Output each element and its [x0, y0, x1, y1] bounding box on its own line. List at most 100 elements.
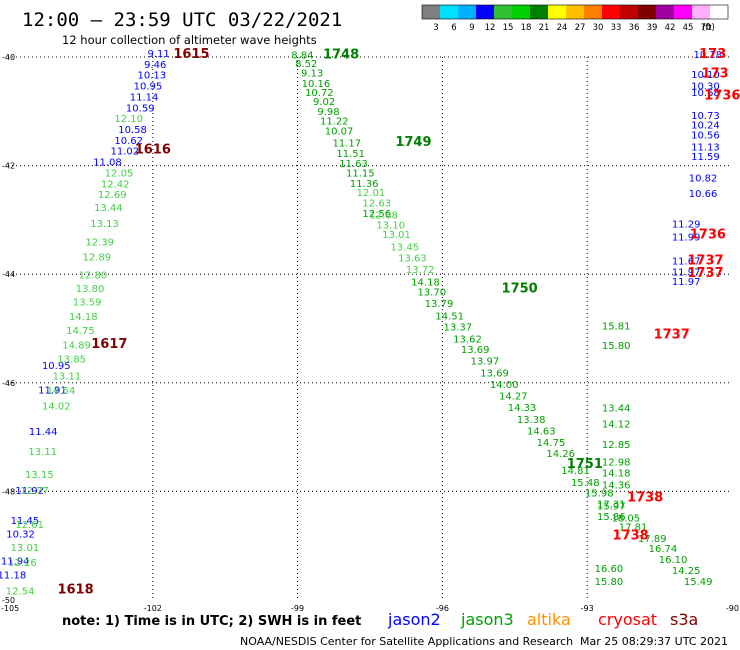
wave-height-point: 11.67 [672, 256, 701, 267]
wave-height-point: 14.26 [546, 449, 575, 460]
wave-height-point: 14.51 [435, 311, 464, 322]
wave-height-point: 11.99 [672, 233, 701, 244]
wave-height-point: 13.10 [376, 221, 405, 232]
time-label: 1750 [502, 282, 538, 297]
color-swatch [422, 5, 440, 19]
wave-height-point: 13.01 [382, 230, 411, 241]
wave-height-point: 14.33 [508, 403, 537, 414]
wave-height-point: 11.17 [333, 139, 362, 150]
wave-height-point: 10.68 [691, 88, 720, 99]
time-label: 1618 [57, 582, 93, 597]
time-label: 1736 [704, 88, 740, 103]
wave-height-point: 10.24 [691, 121, 720, 132]
wave-height-point: 12.54 [6, 587, 35, 598]
wave-height-point: 10.82 [689, 173, 718, 184]
wave-height-point: 13.01 [11, 543, 40, 554]
wave-height-point: 10.58 [118, 125, 147, 136]
wave-height-point: 10.62 [114, 136, 143, 147]
x-tick-label: -93 [581, 604, 594, 613]
color-swatch [638, 5, 656, 19]
satellite-legend: jason2 jason3 altika cryosat s3a [387, 610, 698, 629]
wave-height-point: 12.39 [85, 237, 114, 248]
color-swatch [458, 5, 476, 19]
wave-height-point: 13.80 [76, 284, 105, 295]
wave-height-point: 14.18 [411, 278, 440, 289]
wave-height-point: 13.11 [28, 447, 57, 458]
legend-jason3: jason3 [460, 610, 514, 629]
wave-height-point: 11.15 [346, 168, 375, 179]
wave-height-point: 8.52 [295, 59, 317, 70]
x-tick-label: -96 [436, 604, 449, 613]
wave-height-point: 9.02 [313, 97, 335, 108]
color-scale-label: 15 [503, 23, 514, 33]
wave-height-point: 14.54 [47, 386, 76, 397]
wave-height-point: 11.94 [1, 557, 30, 568]
wave-height-point: 11.22 [320, 116, 349, 127]
wave-height-point: 13.37 [444, 323, 473, 334]
wave-height-point: 14.18 [69, 312, 98, 323]
color-scale-label: 3 [433, 23, 438, 33]
wave-height-point: 15.81 [602, 322, 631, 333]
color-scale: 3 6 9 12 15 18 21 24 27 30 33 36 39 42 45 70(ft) [421, 4, 729, 33]
wave-height-point: 16.10 [659, 555, 688, 566]
wave-height-point: 10.18 [694, 50, 723, 61]
wave-height-point: 10.59 [126, 103, 155, 114]
wave-height-point: 13.63 [398, 254, 427, 265]
wave-height-point: 12.63 [362, 198, 391, 209]
time-label: 1751 [567, 457, 603, 472]
y-tick-label: -48 [2, 487, 15, 496]
color-scale-label: 45 [683, 23, 694, 33]
color-scale-label: 9 [469, 23, 474, 33]
wave-height-point: 13.15 [25, 470, 54, 481]
color-scale-label: 36 [629, 23, 640, 33]
wave-height-point: 14.75 [66, 326, 95, 337]
wave-height-point: 11.91 [38, 386, 67, 397]
wave-height-point: 12.98 [602, 457, 631, 468]
time-label: 1738 [627, 491, 663, 506]
wave-height-point: 10.16 [302, 79, 331, 90]
wave-height-point: 11.13 [691, 142, 720, 153]
color-scale-label: 33 [611, 23, 622, 33]
wave-height-point: 11.45 [11, 516, 40, 527]
wave-height-point: 12.85 [602, 440, 631, 451]
wave-height-point: 15.98 [585, 488, 614, 499]
wave-height-point: 10.73 [691, 111, 720, 122]
color-swatch [710, 5, 728, 19]
color-swatch [566, 5, 584, 19]
color-scale-label: 24 [557, 23, 568, 33]
legend-cryosat: cryosat [598, 610, 657, 629]
color-scale-label: 27 [575, 23, 586, 33]
y-tick-label: -42 [2, 162, 15, 171]
time-label: 173 [699, 47, 726, 62]
wave-height-point: 12.80 [79, 271, 108, 282]
color-swatch [620, 5, 638, 19]
chart-subtitle: 12 hour collection of altimeter wave hei… [62, 33, 317, 47]
wave-height-point: 10.10 [691, 70, 720, 81]
time-label: 1737 [687, 253, 723, 268]
wave-height-point: 11.02 [110, 147, 139, 158]
wave-height-point: 15.49 [684, 577, 713, 588]
wave-height-point: 11.59 [691, 152, 720, 163]
wave-height-point: 13.59 [73, 298, 102, 309]
time-label: 1616 [135, 143, 171, 158]
wave-height-point: 13.38 [517, 415, 546, 426]
wave-height-point: 15.48 [571, 478, 600, 489]
wave-height-point: 14.63 [527, 426, 556, 437]
wave-height-point: 12.10 [114, 114, 143, 125]
wave-height-point: 11.29 [672, 220, 701, 231]
wave-height-point: 8.84 [291, 51, 313, 62]
wave-height-point: 11.44 [29, 427, 58, 438]
wave-height-point: 12.77 [20, 486, 49, 497]
y-tick-label: -40 [2, 53, 15, 62]
wave-height-point: 13.70 [417, 287, 446, 298]
wave-height-point: 14.02 [42, 401, 71, 412]
wave-height-point: 11.36 [350, 179, 379, 190]
wave-height-point: 13.62 [453, 335, 482, 346]
time-label: 1737 [654, 327, 690, 342]
color-scale-label: 42 [665, 23, 676, 33]
wave-height-point: 15.97 [597, 501, 626, 512]
color-scale-label: 21 [539, 23, 550, 33]
legend-s3a: s3a [670, 610, 698, 629]
y-tick-label: -46 [2, 379, 15, 388]
